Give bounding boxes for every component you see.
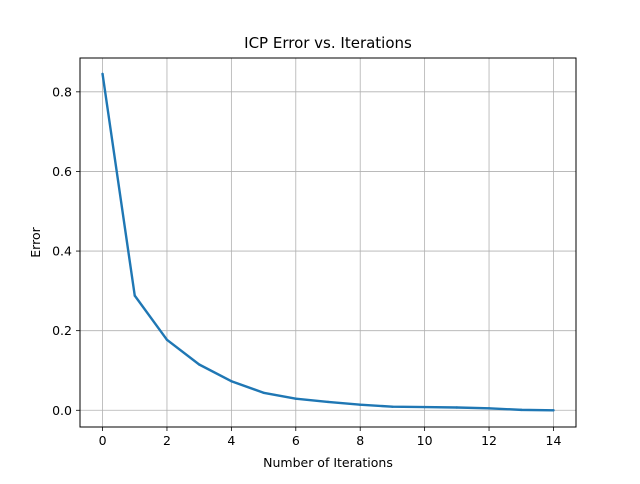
x-tick-label: 12 (481, 433, 497, 448)
series-layer (101, 72, 555, 412)
y-tick-label: 0.2 (52, 323, 72, 338)
data-point (197, 363, 201, 366)
data-point (294, 397, 297, 400)
data-point (101, 72, 104, 76)
y-tick-label: 0.4 (52, 244, 72, 259)
y-tick-label: 0.0 (52, 403, 72, 418)
x-axis-title: Number of Iterations (263, 455, 393, 470)
chart-title: ICP Error vs. Iterations (244, 34, 412, 52)
data-point (391, 405, 394, 408)
data-point (230, 380, 233, 383)
x-tick-label: 6 (292, 433, 300, 448)
data-point (520, 408, 523, 412)
x-tick-label: 10 (417, 433, 433, 448)
data-point (165, 338, 169, 342)
data-point (455, 406, 459, 409)
data-point (487, 407, 491, 410)
x-tick-label: 4 (227, 433, 235, 448)
data-point (359, 403, 362, 406)
ticks: 0 2 4 6 8 10 12 14 0.0 0.2 0.4 0.6 0.8 (52, 84, 561, 448)
data-point (552, 409, 555, 412)
x-tick-label: 14 (546, 433, 562, 448)
data-point (133, 294, 136, 297)
grid (80, 58, 576, 427)
data-point (262, 391, 265, 394)
y-tick-label: 0.8 (52, 84, 72, 99)
data-point (326, 400, 330, 404)
data-point (423, 405, 426, 409)
x-tick-label: 0 (99, 433, 107, 448)
x-tick-label: 2 (163, 433, 171, 448)
x-tick-label: 8 (356, 433, 364, 448)
y-tick-label: 0.6 (52, 164, 72, 179)
y-axis-title: Error (28, 226, 43, 257)
plot-frame (79, 57, 577, 428)
